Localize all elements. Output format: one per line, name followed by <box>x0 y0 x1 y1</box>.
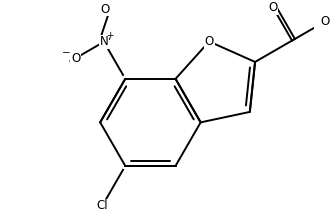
Text: O: O <box>71 52 80 65</box>
Text: N: N <box>99 35 108 48</box>
Text: −: − <box>62 48 71 58</box>
Text: Cl: Cl <box>96 199 108 213</box>
Text: +: + <box>106 31 113 40</box>
Text: O: O <box>268 1 278 14</box>
Text: O: O <box>205 35 214 48</box>
Text: O: O <box>320 15 329 28</box>
Text: O: O <box>101 3 110 16</box>
